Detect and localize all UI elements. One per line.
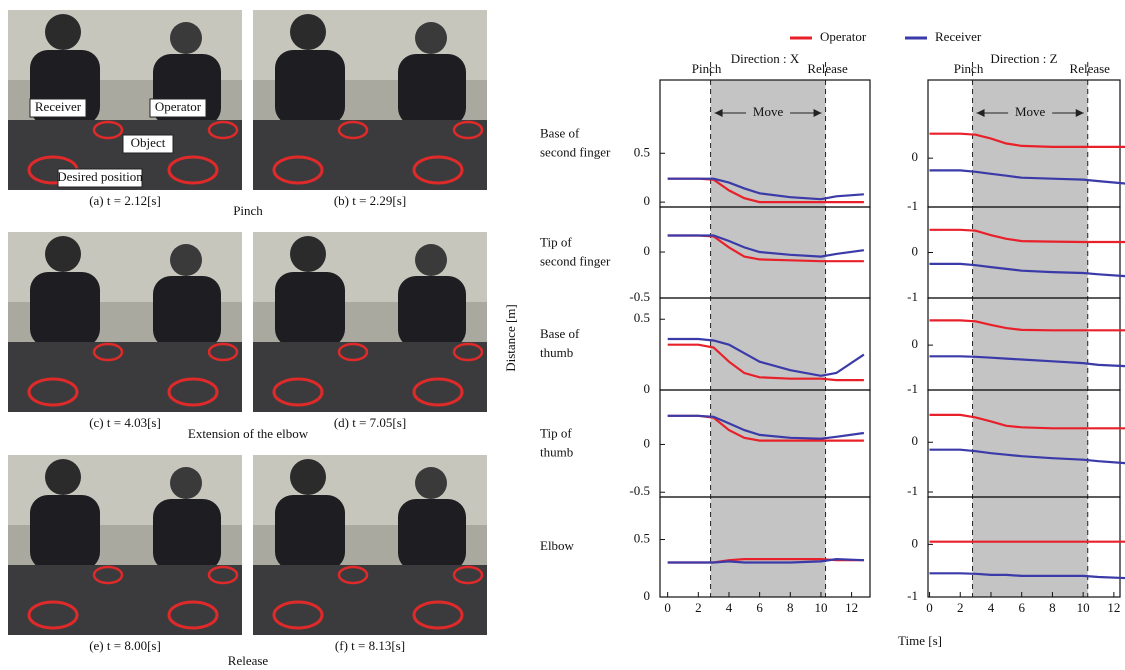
x-tick-label: 4: [726, 600, 733, 615]
pinch-label: Pinch: [954, 61, 984, 76]
person-head: [170, 244, 202, 276]
pinch-label: Pinch: [692, 61, 722, 76]
y-tick-label: 0.5: [634, 531, 650, 546]
photo-caption: (e) t = 8.00[s]: [89, 638, 161, 653]
row-label: thumb: [540, 444, 573, 459]
row-label: Base of: [540, 125, 580, 140]
person-head: [415, 244, 447, 276]
person-body: [30, 272, 100, 347]
photo-group-label: Extension of the elbow: [188, 426, 309, 441]
move-label: Move: [753, 104, 784, 119]
person-body: [398, 276, 466, 348]
x-tick-label: 10: [1077, 600, 1090, 615]
x-axis-label: Time [s]: [898, 633, 942, 648]
y-axis-label: Distance [m]: [503, 304, 518, 372]
row-label: Base of: [540, 326, 580, 341]
x-tick-label: 12: [845, 600, 858, 615]
x-tick-label: 4: [988, 600, 995, 615]
person-body: [153, 499, 221, 571]
y-tick-label: -0.5: [629, 289, 650, 304]
row-label: thumb: [540, 345, 573, 360]
release-label: Release: [807, 61, 848, 76]
x-tick-label: 0: [926, 600, 933, 615]
y-tick-label: 0: [912, 243, 919, 258]
row-label: Tip of: [540, 234, 572, 249]
person-body: [398, 54, 466, 126]
person-head: [290, 459, 326, 495]
move-shade: [973, 80, 1088, 597]
photo: [8, 455, 242, 635]
y-tick-label: 0.5: [634, 310, 650, 325]
legend-label: Receiver: [935, 29, 982, 44]
x-tick-label: 2: [695, 600, 702, 615]
person-head: [415, 22, 447, 54]
x-tick-label: 2: [957, 600, 964, 615]
y-tick-label: 0: [644, 243, 651, 258]
x-tick-label: 6: [1018, 600, 1025, 615]
legend-label: Operator: [820, 29, 867, 44]
column-title: Direction : Z: [990, 51, 1057, 66]
person-head: [45, 14, 81, 50]
photo-caption: (a) t = 2.12[s]: [89, 193, 161, 208]
photo: [253, 232, 487, 412]
photo-caption: (c) t = 4.03[s]: [89, 415, 161, 430]
y-tick-label: 0: [644, 193, 651, 208]
column-title: Direction : X: [731, 51, 800, 66]
y-tick-label: -1: [907, 588, 918, 603]
photo-label: Object: [131, 135, 166, 150]
photo-caption: (f) t = 8.13[s]: [335, 638, 405, 653]
person-head: [415, 467, 447, 499]
person-head: [290, 236, 326, 272]
y-tick-label: -1: [907, 381, 918, 396]
person-body: [398, 499, 466, 571]
y-tick-label: -1: [907, 483, 918, 498]
x-tick-label: 0: [664, 600, 671, 615]
y-tick-label: 0.5: [634, 144, 650, 159]
y-tick-label: 0: [644, 435, 651, 450]
y-tick-label: -1: [907, 289, 918, 304]
person-head: [45, 459, 81, 495]
move-label: Move: [1015, 104, 1046, 119]
x-tick-label: 6: [756, 600, 763, 615]
move-shade: [711, 80, 826, 597]
y-tick-label: 0: [912, 336, 919, 351]
y-tick-label: -0.5: [629, 483, 650, 498]
row-label: second finger: [540, 253, 611, 268]
x-tick-label: 8: [787, 600, 794, 615]
photo-caption: (b) t = 2.29[s]: [334, 193, 406, 208]
photo-group-label: Release: [228, 653, 269, 668]
photo-caption: (d) t = 7.05[s]: [334, 415, 406, 430]
person-body: [275, 495, 345, 570]
photo-label: Receiver: [35, 99, 82, 114]
row-label: second finger: [540, 144, 611, 159]
photo: [8, 232, 242, 412]
photo-label: Operator: [155, 99, 202, 114]
row-label: Elbow: [540, 538, 575, 553]
photo: [253, 455, 487, 635]
x-tick-label: 8: [1049, 600, 1056, 615]
y-tick-label: 0: [912, 433, 919, 448]
person-head: [170, 22, 202, 54]
y-tick-label: 0: [912, 149, 919, 164]
y-tick-label: -1: [907, 198, 918, 213]
figure: (a) t = 2.12[s] (b) t = 2.29[s] (c) t = 4.…: [0, 0, 1125, 670]
person-head: [45, 236, 81, 272]
photo-group-label: Pinch: [233, 203, 263, 218]
x-tick-label: 10: [814, 600, 827, 615]
photo: [253, 10, 487, 190]
row-label: Tip of: [540, 425, 572, 440]
release-label: Release: [1070, 61, 1111, 76]
person-body: [30, 495, 100, 570]
y-tick-label: 0: [644, 588, 651, 603]
x-tick-label: 12: [1107, 600, 1120, 615]
person-body: [153, 276, 221, 348]
y-tick-label: 0: [644, 381, 651, 396]
person-head: [170, 467, 202, 499]
y-tick-label: 0: [912, 535, 919, 550]
person-body: [275, 50, 345, 125]
person-body: [275, 272, 345, 347]
photo-label: Desired position: [57, 169, 143, 184]
person-head: [290, 14, 326, 50]
